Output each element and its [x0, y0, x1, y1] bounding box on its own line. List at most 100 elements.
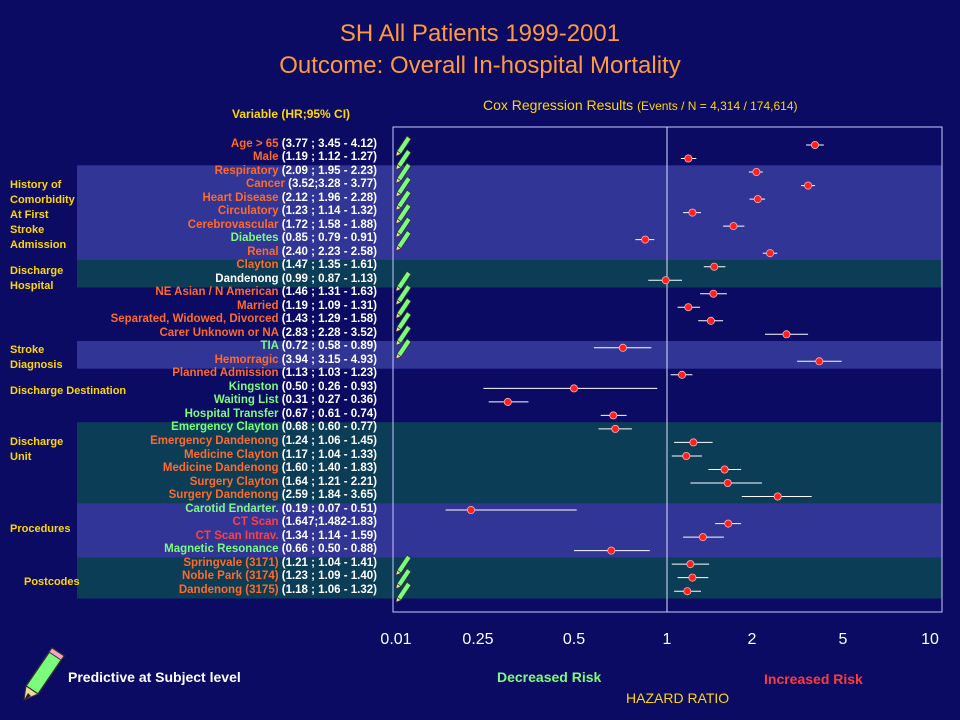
pencil-icon: [395, 216, 412, 238]
title-line-2: Outcome: Overall In-hospital Mortality: [279, 52, 681, 79]
row-ci-text: (0.66 ; 0.50 - 0.88): [278, 543, 377, 556]
hr-marker: [618, 343, 627, 352]
hr-marker: [724, 519, 733, 528]
row-label: Cerebrovascular (1.72 ; 1.58 - 1.88): [188, 219, 377, 231]
hr-marker: [570, 384, 579, 393]
row-ci-text: (2.09 ; 1.95 - 2.23): [278, 164, 377, 177]
row-ci-text: (2.12 ; 1.96 - 2.28): [278, 191, 377, 204]
row-label: Renal (2.40 ; 2.23 - 2.58): [247, 246, 377, 258]
hr-marker: [688, 573, 697, 582]
row-band: [77, 543, 942, 558]
row-band: [77, 449, 942, 464]
row-variable-name: Medicine Clayton: [183, 448, 279, 461]
row-label: Emergency Clayton (0.68 ; 0.60 - 0.77): [171, 421, 377, 433]
row-variable-name: Noble Park (3174): [182, 570, 279, 583]
row-ci-text: (2.59 ; 1.84 - 3.65): [278, 489, 377, 501]
row-ci-text: (1.23 ; 1.14 - 1.32): [278, 205, 377, 218]
hr-marker: [706, 316, 715, 325]
row-ci-text: (0.72 ; 0.58 - 0.89): [278, 340, 377, 353]
row-label: CT Scan (1.647;1.482-1.83): [233, 516, 377, 528]
pencil-icon: [23, 646, 66, 701]
pencil-icon: [395, 554, 412, 576]
row-variable-name: Cancer: [245, 178, 285, 191]
chart-header-main: Cox Regression Results: [483, 97, 634, 113]
row-label: Waiting List (0.31 ; 0.27 - 0.36): [214, 394, 377, 406]
hr-marker: [609, 411, 618, 420]
x-tick-label: 0.5: [563, 631, 585, 648]
variable-header: Variable (HR;95% CI): [232, 107, 351, 121]
row-variable-name: Planned Admission: [172, 367, 279, 380]
row-label: Respiratory (2.09 ; 1.95 - 2.23): [215, 165, 377, 177]
row-ci-text: (3.77 ; 3.45 - 4.12): [278, 137, 377, 150]
row-ci-text: (1.13 ; 1.03 - 1.23): [278, 367, 377, 380]
pencil-icon: [395, 284, 412, 306]
hr-marker: [503, 397, 512, 406]
hr-marker: [811, 140, 820, 149]
row-ci-text: (1.647;1.482-1.83): [278, 516, 377, 529]
row-variable-name: Hospital Transfer: [184, 407, 279, 420]
row-band: [77, 489, 942, 504]
row-ci-text: (1.21 ; 1.04 - 1.41): [278, 556, 377, 569]
hr-marker: [709, 289, 718, 298]
row-variable-name: Medicine Dandenong: [162, 462, 279, 474]
row-label: Planned Admission (1.13 ; 1.03 - 1.23): [172, 367, 377, 379]
row-label: Age > 65 (3.77 ; 3.45 - 4.12): [231, 138, 377, 150]
hr-marker: [682, 451, 691, 460]
x-tick-label: 5: [839, 631, 848, 648]
group-label-discharge-destination: Discharge Destination: [10, 385, 127, 397]
pencil-icon: [395, 176, 412, 198]
hr-marker: [689, 438, 698, 447]
row-band: [77, 570, 942, 585]
pencil-icon: [395, 189, 412, 211]
row-ci-text: (1.24 ; 1.06 - 1.45): [278, 434, 377, 447]
row-band: [77, 178, 942, 193]
row-variable-name: Carer Unknown or NA: [159, 326, 279, 339]
row-ci-text: (1.19 ; 1.09 - 1.31): [278, 299, 377, 312]
legend-predictive: Predictive at Subject level: [68, 669, 241, 685]
row-label: Springvale (3171) (1.21 ; 1.04 - 1.41): [183, 557, 377, 569]
row-ci-text: (0.99 ; 0.87 - 1.13): [278, 272, 377, 285]
row-variable-name: Married: [237, 299, 279, 312]
pencil-icon: [395, 230, 412, 252]
row-variable-name: Circulatory: [217, 205, 279, 218]
row-label: Surgery Clayton (1.64 ; 1.21 - 2.21): [190, 476, 377, 488]
row-band: [77, 557, 942, 572]
row-variable-name: Surgery Dandenong: [168, 489, 279, 501]
hr-marker: [710, 262, 719, 271]
row-variable-name: Emergency Clayton: [171, 421, 279, 434]
row-band: [77, 165, 942, 180]
row-variable-name: Waiting List: [213, 394, 279, 407]
row-ci-text: (0.50 ; 0.26 - 0.93): [278, 380, 377, 393]
row-band: [77, 246, 942, 261]
row-variable-name: Male: [252, 151, 279, 163]
decreased-risk-label: Decreased Risk: [497, 669, 602, 685]
row-label: Male (1.19 ; 1.12 - 1.27): [253, 151, 377, 163]
row-band: [77, 341, 942, 356]
hr-marker: [683, 587, 692, 596]
hr-marker: [723, 478, 732, 487]
hr-marker: [773, 492, 782, 501]
row-ci-text: (1.23 ; 1.09 - 1.40): [278, 570, 377, 583]
row-label: Hemorragic (3.94 ; 3.15 - 4.93): [215, 354, 377, 366]
row-variable-name: Cerebrovascular: [187, 218, 279, 231]
row-label: Carotid Endarter. (0.19 ; 0.07 - 0.51): [185, 503, 377, 515]
hr-marker: [782, 330, 791, 339]
row-label: Surgery Dandenong (2.59 ; 1.84 - 3.65): [169, 489, 377, 501]
pencil-icon: [395, 581, 412, 603]
hr-marker: [815, 357, 824, 366]
pencil-icon: [395, 203, 412, 225]
row-label: Magnetic Resonance (0.66 ; 0.50 - 0.88): [164, 543, 377, 555]
row-ci-text: (1.72 ; 1.58 - 1.88): [278, 218, 377, 231]
row-band: [77, 205, 942, 220]
pencil-icon: [395, 338, 412, 360]
hr-marker: [684, 154, 693, 163]
row-ci-text: (1.19 ; 1.12 - 1.27): [278, 151, 377, 163]
hr-marker: [686, 560, 695, 569]
row-ci-text: (1.18 ; 1.06 - 1.32): [278, 583, 377, 596]
hr-marker: [607, 546, 616, 555]
pencil-icon: [395, 162, 412, 184]
row-variable-name: Carotid Endarter.: [185, 502, 279, 515]
pencil-icon: [395, 148, 412, 170]
hr-marker: [678, 370, 687, 379]
